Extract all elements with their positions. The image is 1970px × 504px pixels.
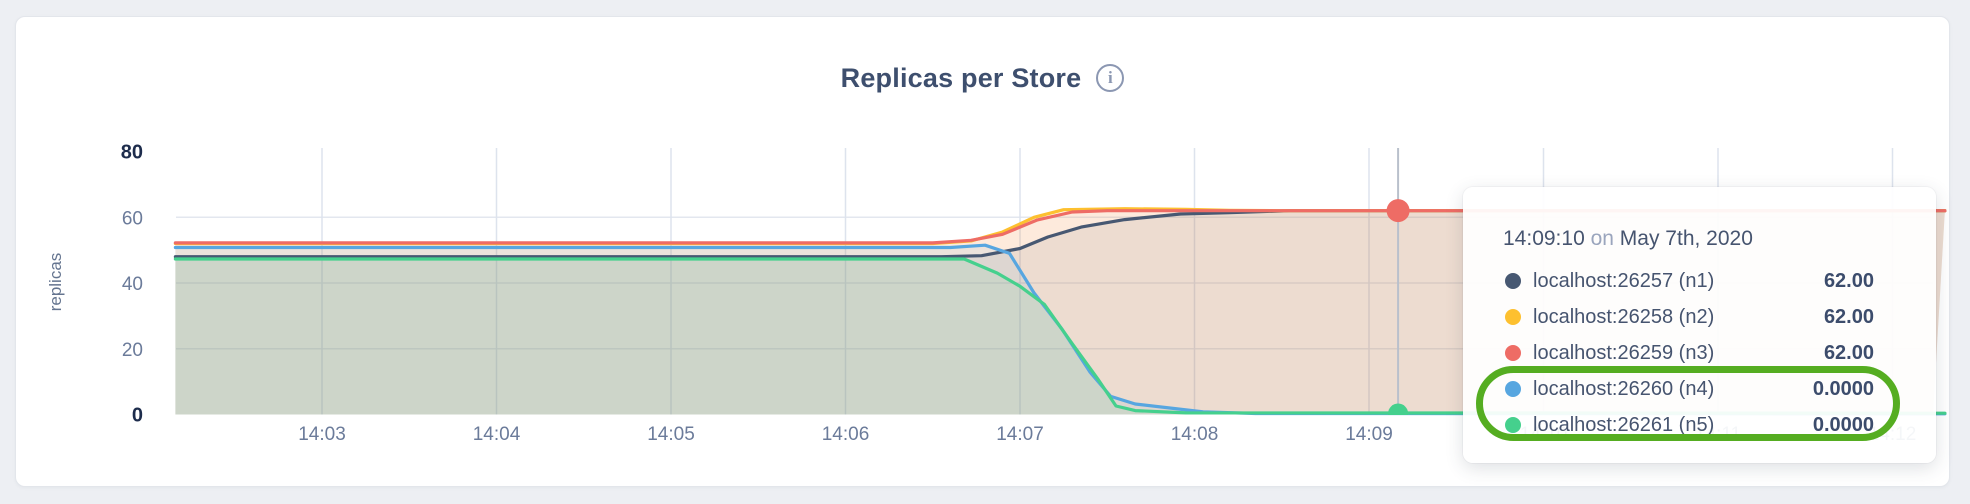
y-axis-label: replicas [46, 253, 65, 312]
tooltip-row: localhost:26259 (n3) 62.00 [1463, 340, 1936, 366]
series-dot-n4 [1505, 381, 1521, 397]
tooltip: 14:09:10 on May 7th, 2020 localhost:2625… [1463, 187, 1936, 463]
y-tick-label: 60 [122, 208, 143, 229]
series-area-n5 [175, 259, 1945, 415]
series-line-n3 [173, 209, 1947, 245]
tooltip-row-label: localhost:26257 (n1) [1533, 270, 1715, 292]
y-tick-label: 0 [132, 405, 143, 427]
tooltip-row: localhost:26257 (n1) 62.00 [1463, 268, 1936, 294]
tooltip-date: May 7th, 2020 [1619, 227, 1753, 250]
info-icon[interactable]: i [1096, 64, 1125, 92]
tooltip-row-label: localhost:26259 (n3) [1533, 342, 1715, 364]
x-tick-label: 14:03 [298, 424, 346, 445]
hover-dot [1388, 403, 1409, 415]
chart-title: Replicas per Store [840, 62, 1082, 93]
series-dot-n2 [1505, 309, 1521, 325]
tooltip-row-value: 62.00 [1823, 306, 1874, 328]
x-tick-label: 14:04 [473, 424, 521, 445]
series-dot-n1 [1505, 273, 1521, 289]
series-line-n5 [173, 257, 1947, 415]
tooltip-time: 14:09:10 [1503, 227, 1585, 250]
hover-dot [1386, 199, 1410, 223]
tooltip-row-label: localhost:26261 (n5) [1533, 414, 1715, 436]
x-tick-label: 14:08 [1171, 424, 1219, 445]
tooltip-row: localhost:26260 (n4) 0.0000 [1463, 376, 1936, 402]
chart-header: Replicas per Store i [16, 61, 1949, 95]
y-tick-label: 20 [122, 340, 143, 361]
tooltip-row-label: localhost:26260 (n4) [1533, 378, 1715, 400]
tooltip-row-value: 0.0000 [1812, 378, 1874, 400]
series-dot-n3 [1505, 345, 1521, 361]
tooltip-row-value: 62.00 [1823, 342, 1874, 364]
x-tick-label: 14:05 [647, 424, 695, 445]
tooltip-timestamp: 14:09:10 on May 7th, 2020 [1503, 227, 1753, 253]
y-tick-label: 40 [122, 274, 143, 295]
x-tick-label: 14:06 [822, 424, 870, 445]
y-tick-label: 80 [121, 142, 143, 164]
tooltip-row-value: 62.00 [1823, 270, 1874, 292]
series-dot-n5 [1505, 417, 1521, 433]
series-area-n4 [175, 245, 1945, 415]
x-tick-label: 14:07 [996, 424, 1044, 445]
chart-card: Replicas per Store i 80 60 40 20 0 replicas 14… [15, 16, 1950, 487]
tooltip-row-value: 0.0000 [1812, 414, 1874, 436]
tooltip-row: localhost:26261 (n5) 0.0000 [1463, 412, 1936, 438]
tooltip-preposition: on [1590, 227, 1614, 250]
x-tick-label: 14:09 [1345, 424, 1393, 445]
tooltip-row-label: localhost:26258 (n2) [1533, 306, 1715, 328]
tooltip-row: localhost:26258 (n2) 62.00 [1463, 304, 1936, 330]
